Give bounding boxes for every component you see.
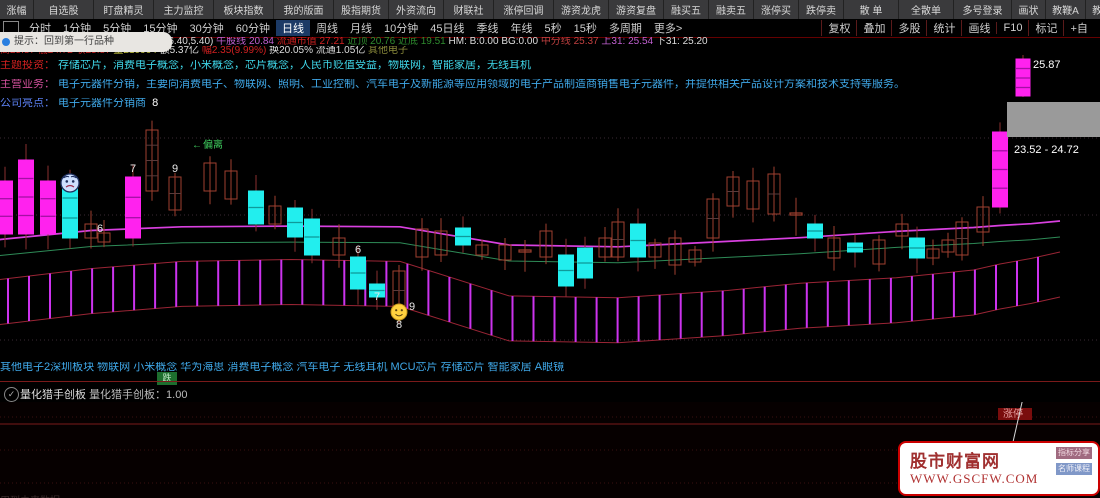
svg-text:9: 9 <box>409 301 415 313</box>
svg-text:25.87: 25.87 <box>1033 59 1061 71</box>
svg-text:9: 9 <box>172 163 178 175</box>
svg-text:7: 7 <box>374 291 380 303</box>
svg-text:←: ← <box>192 140 202 151</box>
svg-text:8: 8 <box>396 319 402 331</box>
svg-text:7: 7 <box>130 163 136 175</box>
svg-text:6: 6 <box>97 223 103 235</box>
svg-text:6: 6 <box>355 244 361 256</box>
svg-text:偏离: 偏离 <box>203 138 223 151</box>
svg-text:23.52 - 24.72: 23.52 - 24.72 <box>1014 144 1079 156</box>
